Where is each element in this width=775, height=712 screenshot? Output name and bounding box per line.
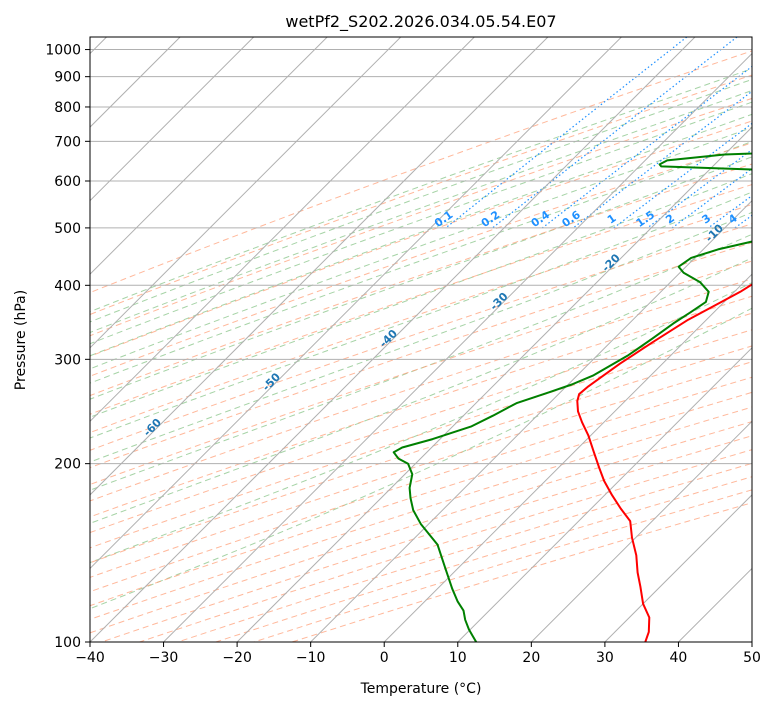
x-tick-label: 50 <box>743 650 761 666</box>
y-tick-label: 500 <box>54 221 81 237</box>
x-axis-label: Temperature (°C) <box>360 681 482 697</box>
y-tick-label: 1000 <box>45 43 81 59</box>
x-tick-label: 20 <box>522 650 540 666</box>
y-tick-label: 100 <box>54 635 81 651</box>
y-tick-label: 600 <box>54 174 81 190</box>
y-tick-label: 800 <box>54 100 81 116</box>
x-tick-label: 40 <box>670 650 688 666</box>
y-tick-label: 900 <box>54 70 81 86</box>
y-tick-label: 300 <box>54 352 81 368</box>
y-tick-label: 400 <box>54 278 81 294</box>
chart-title: wetPf2_S202.2026.034.05.54.E07 <box>285 12 556 32</box>
y-axis-label: Pressure (hPa) <box>13 290 29 390</box>
x-tick-label: 30 <box>596 650 614 666</box>
x-tick-label: −20 <box>222 650 252 666</box>
x-tick-label: −30 <box>149 650 179 666</box>
x-tick-label: −40 <box>75 650 105 666</box>
x-tick-label: −10 <box>296 650 326 666</box>
x-tick-label: 10 <box>449 650 467 666</box>
x-tick-label: 0 <box>380 650 389 666</box>
y-tick-label: 200 <box>54 457 81 473</box>
y-tick-label: 700 <box>54 134 81 150</box>
